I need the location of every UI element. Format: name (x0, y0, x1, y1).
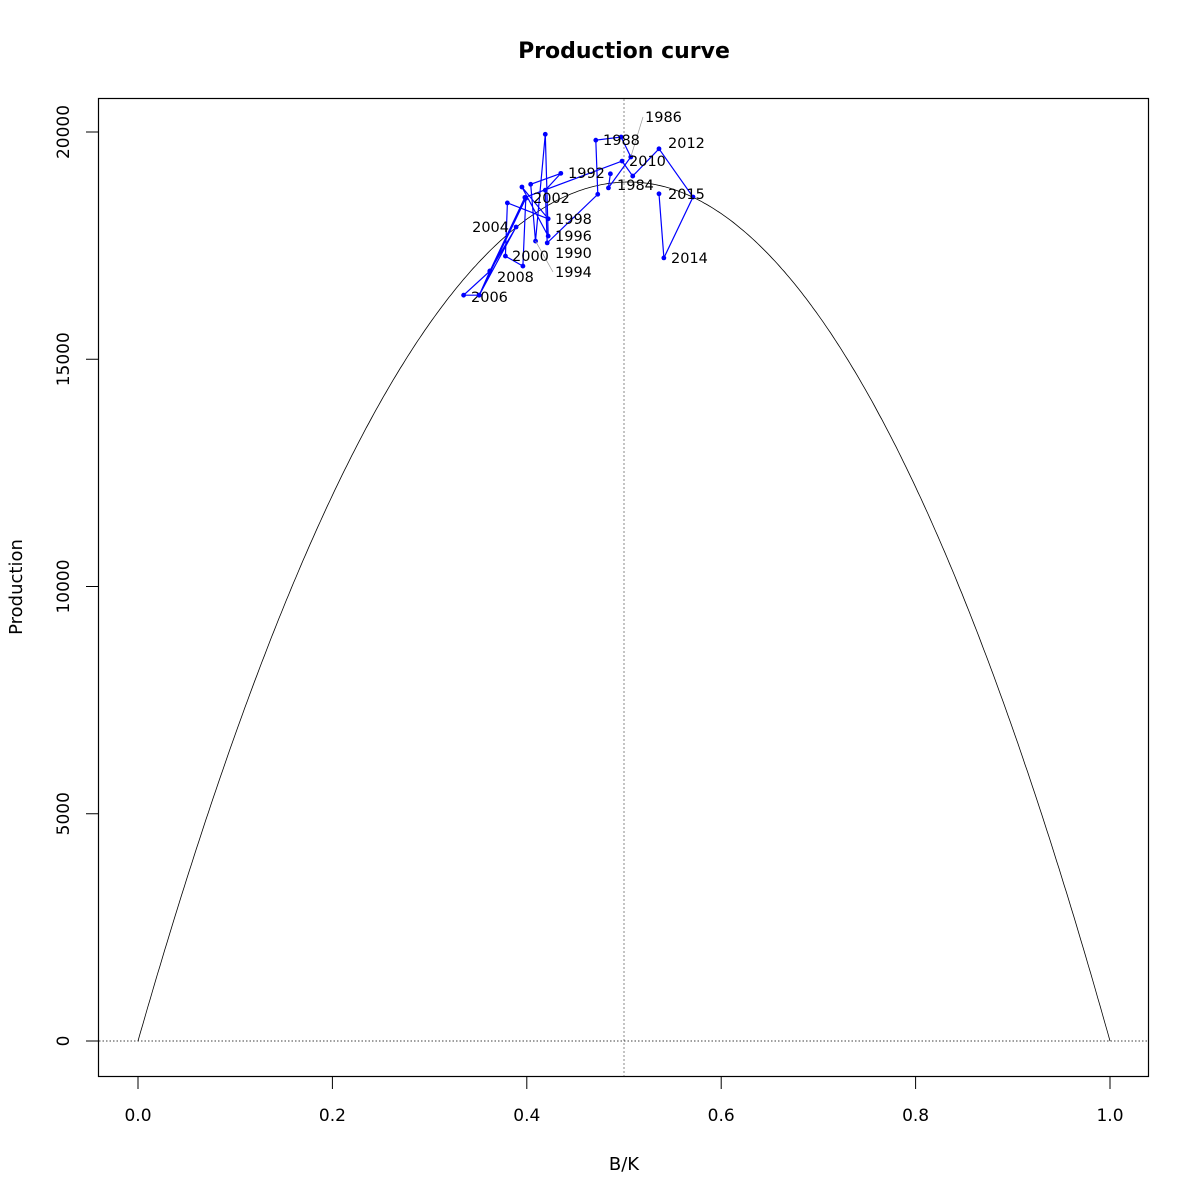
data-point-1996 (545, 233, 551, 239)
chart-title: Production curve (518, 39, 730, 64)
point-label-2006: 2006 (471, 290, 508, 306)
point-label-1986: 1986 (645, 110, 682, 126)
point-label-2014: 2014 (671, 251, 708, 267)
data-point-1999 (504, 200, 510, 206)
data-point-2007 (476, 292, 482, 298)
data-point-1988 (593, 137, 599, 143)
point-label-1992: 1992 (568, 166, 605, 182)
data-point-2013 (690, 194, 696, 200)
x-tick-label: 0.8 (902, 1106, 929, 1126)
point-label-2002: 2002 (533, 191, 570, 207)
data-point-1990 (544, 240, 550, 246)
data-point-1986 (628, 154, 634, 160)
x-axis-label: B/K (609, 1154, 640, 1175)
data-point-1998 (545, 216, 551, 222)
data-point-1993 (528, 181, 534, 187)
point-label-2015: 2015 (668, 187, 705, 203)
data-point-2010 (619, 158, 625, 164)
label-leader-1986 (630, 116, 644, 158)
plot-layers: 0.0 0.2 0.4 0.6 0.8 1.0 0 5000 10000 15000 20000 19… (54, 99, 1148, 1126)
x-tick-label: 0.6 (708, 1106, 735, 1126)
production-curve-line (137, 181, 1111, 1042)
observed-series-line (462, 134, 694, 296)
data-point-1985 (606, 185, 611, 191)
x-tick-label: 1.0 (1096, 1106, 1123, 1126)
data-point-1987 (618, 134, 624, 140)
y-tick-label: 0 (54, 1036, 74, 1047)
plot-frame (97, 97, 1150, 1078)
point-label-1990: 1990 (555, 246, 592, 262)
y-tick-label: 15000 (54, 332, 74, 386)
point-label-1988: 1988 (603, 133, 640, 149)
point-label-1998: 1998 (555, 212, 592, 228)
x-tick-label: 0.2 (319, 1106, 346, 1126)
label-leader-1994 (535, 240, 554, 273)
data-point-2012 (656, 146, 662, 152)
data-point-2000 (503, 253, 508, 259)
data-point-1984 (607, 171, 613, 177)
data-point-1991 (542, 187, 548, 193)
data-point-2015 (656, 191, 662, 197)
point-label-2000: 2000 (512, 249, 549, 265)
data-point-2001 (520, 263, 526, 269)
data-point-2004 (513, 224, 519, 230)
y-tick-label: 5000 (54, 792, 74, 835)
x-tick-label: 0.0 (124, 1106, 151, 1126)
data-point-1992 (558, 170, 564, 176)
y-axis-label: Production (6, 539, 27, 635)
data-point-1997 (519, 184, 525, 190)
point-label-2010: 2010 (629, 154, 666, 170)
data-point-2008 (487, 268, 493, 274)
data-point-1995 (542, 131, 548, 137)
point-label-2004: 2004 (472, 220, 509, 236)
x-tick-label: 0.4 (513, 1106, 540, 1126)
y-tick-label: 20000 (54, 105, 74, 159)
data-point-2006 (461, 292, 467, 298)
point-label-1984: 1984 (617, 178, 654, 194)
point-label-1994: 1994 (555, 265, 592, 281)
data-point-2009 (522, 195, 528, 200)
data-point-2011 (630, 173, 636, 179)
data-point-1989 (595, 191, 601, 197)
data-point-2014 (661, 255, 667, 261)
y-tick-label: 10000 (54, 559, 74, 613)
point-label-1996: 1996 (555, 229, 592, 245)
point-label-2008: 2008 (497, 270, 534, 286)
point-label-2012: 2012 (668, 136, 705, 152)
